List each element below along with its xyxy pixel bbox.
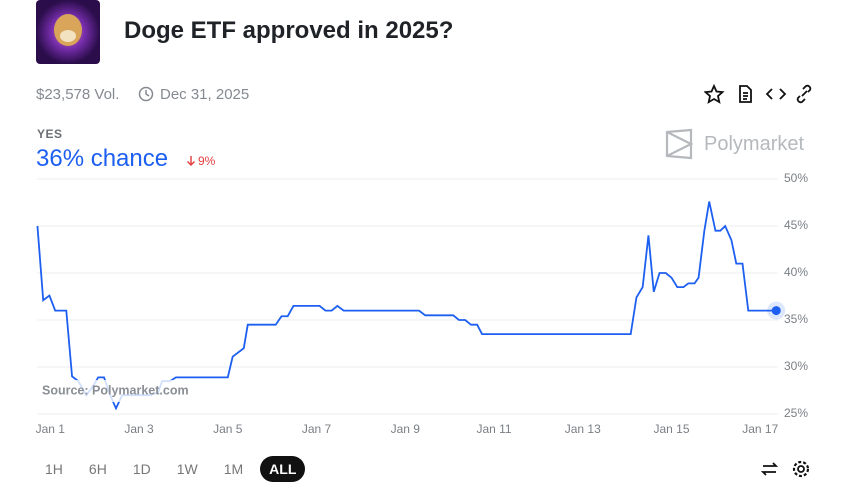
source-label: Source: Polymarket.com	[37, 380, 191, 402]
x-tick-label: Jan 7	[302, 422, 332, 436]
x-tick-label: Jan 15	[653, 422, 689, 436]
range-selector: 1H 6H 1D 1W 1M ALL	[36, 456, 306, 482]
clock-icon	[138, 86, 154, 102]
y-tick-label: 40%	[784, 265, 808, 279]
x-tick-label: Jan 13	[565, 422, 601, 436]
brand-logo	[665, 128, 694, 160]
y-tick-label: 50%	[784, 171, 808, 185]
volume: $23,578 Vol.	[36, 86, 120, 103]
y-tick-label: 35%	[784, 312, 808, 326]
x-tick-label: Jan 17	[742, 422, 778, 436]
action-icons[interactable]	[704, 84, 816, 104]
range-button[interactable]: 6H	[88, 461, 107, 477]
x-tick-label: Jan 3	[124, 422, 154, 436]
market-title: Doge ETF approved in 2025?	[124, 17, 454, 44]
y-tick-label: 25%	[784, 406, 808, 420]
y-tick-label: 45%	[784, 218, 808, 232]
chance: 36% chance	[36, 145, 169, 172]
down-arrow	[187, 156, 195, 166]
outcome-label: YES	[37, 127, 63, 141]
change: 9%	[198, 154, 216, 168]
y-tick-label: 30%	[784, 359, 808, 373]
range-button[interactable]: 1M	[223, 461, 244, 477]
market-image	[36, 0, 100, 64]
end-point	[771, 306, 781, 316]
x-tick-label: Jan 9	[391, 422, 421, 436]
x-tick-label: Jan 1	[36, 422, 66, 436]
x-tick-label: Jan 5	[213, 422, 243, 436]
end-date: Dec 31, 2025	[160, 86, 250, 103]
price-line	[36, 201, 777, 411]
x-tick-label: Jan 11	[476, 422, 511, 436]
brand: Polymarket	[704, 133, 805, 155]
range-button[interactable]: 1H	[45, 461, 63, 477]
chart-controls[interactable]	[760, 459, 816, 479]
source-text: Source: Polymarket.com	[42, 383, 189, 397]
range-button[interactable]: 1W	[176, 461, 198, 477]
source-background	[37, 380, 191, 402]
range-button[interactable]: ALL	[260, 456, 306, 482]
range-button[interactable]: 1D	[132, 461, 151, 477]
